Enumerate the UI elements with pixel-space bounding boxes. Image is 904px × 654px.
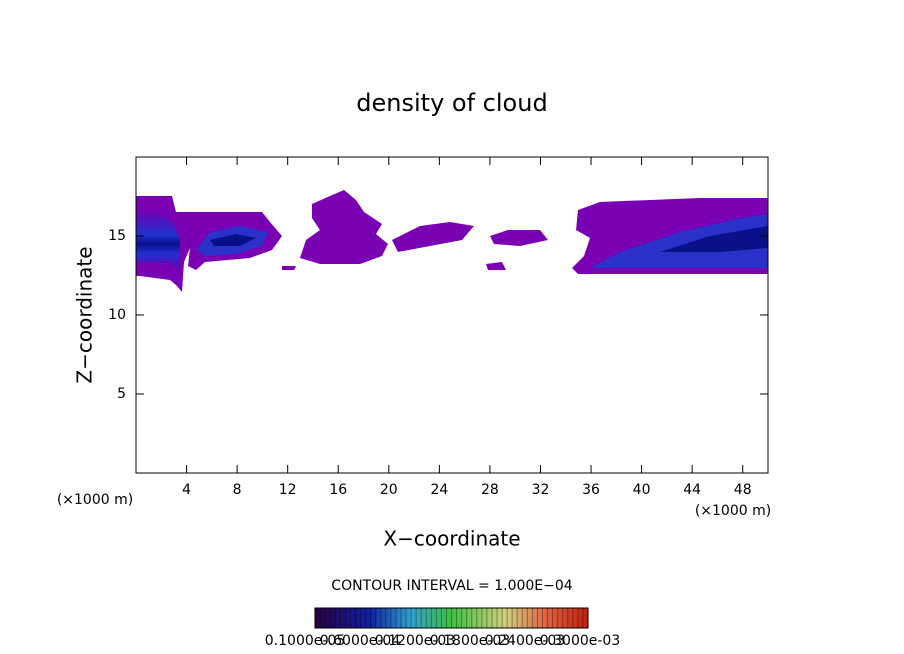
colorbar-label: 0.1000e-05 [265,633,345,649]
x-tick-label: 20 [380,482,398,498]
x-tick-label: 12 [279,482,297,498]
x-tick-label: 32 [532,482,550,498]
contour-interval: CONTOUR INTERVAL = 1.000E−04 [331,578,572,594]
y-axis-label: Z−coordinate [73,246,97,383]
x-tick-label: 48 [734,482,752,498]
contour-region [486,262,506,270]
x-tick-label: 40 [633,482,651,498]
x-tick-label: 36 [582,482,600,498]
x-tick-label: 8 [233,482,242,498]
y-tick-label: 10 [108,307,126,323]
x-tick-label: 24 [430,482,448,498]
contour-region [392,222,474,252]
colorbar-label: 0.1800e-03 [430,633,510,649]
colorbar-label: 0.6000e-04 [320,633,401,649]
contour-region [490,230,548,246]
contour-region [210,234,256,246]
y-tick-label: 5 [117,386,126,402]
contour-region [282,266,296,270]
x-tick-label: 28 [481,482,499,498]
colorbar-label: 0.3000e-03 [540,633,620,649]
colorbar-label: 0.1200e-03 [375,633,455,649]
contour-region [136,210,180,272]
contour-regions [136,190,768,292]
x-axis-label: X−coordinate [383,527,520,551]
colorbar-stripes [314,608,584,628]
x-tick-label: 44 [683,482,701,498]
x-tick-label: 4 [182,482,191,498]
contour-region [590,214,768,268]
y-tick-label: 15 [108,228,126,244]
colorbar [314,607,589,629]
colorbar-label: 0.2400e-03 [485,633,565,649]
x-tick-label: 16 [329,482,347,498]
y-unit-label: (×1000 m) [57,492,133,508]
chart-title: density of cloud [356,89,547,117]
contour-region [300,190,388,264]
contour-region [660,226,768,252]
x-unit-label: (×1000 m) [695,503,771,519]
